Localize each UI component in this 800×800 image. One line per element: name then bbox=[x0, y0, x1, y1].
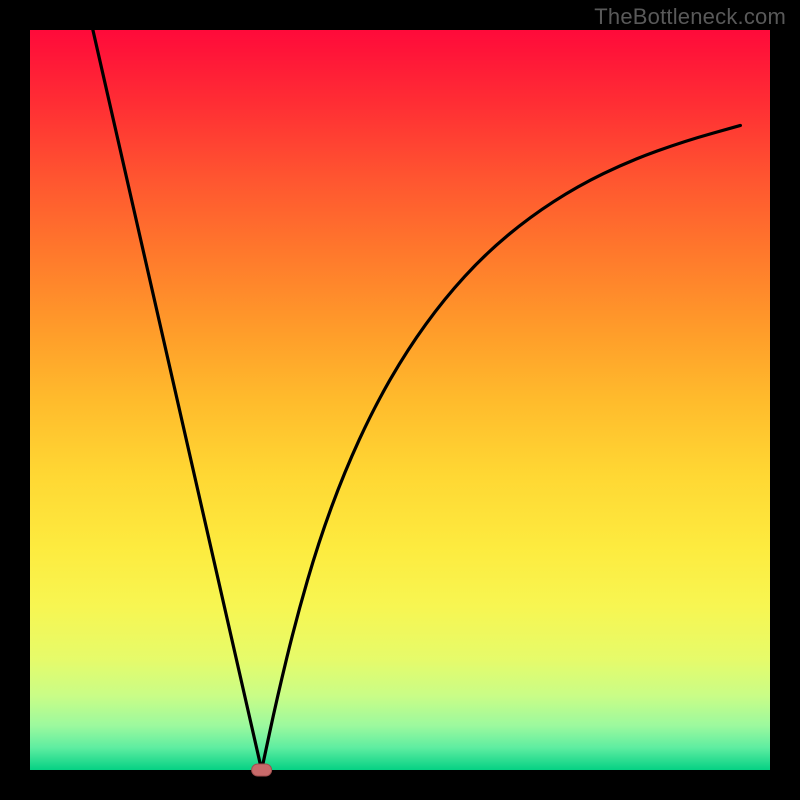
chart-container: TheBottleneck.com bbox=[0, 0, 800, 800]
bottleneck-curve-chart bbox=[0, 0, 800, 800]
min-marker bbox=[252, 764, 272, 776]
watermark-text: TheBottleneck.com bbox=[594, 4, 786, 30]
plot-background bbox=[30, 30, 770, 770]
